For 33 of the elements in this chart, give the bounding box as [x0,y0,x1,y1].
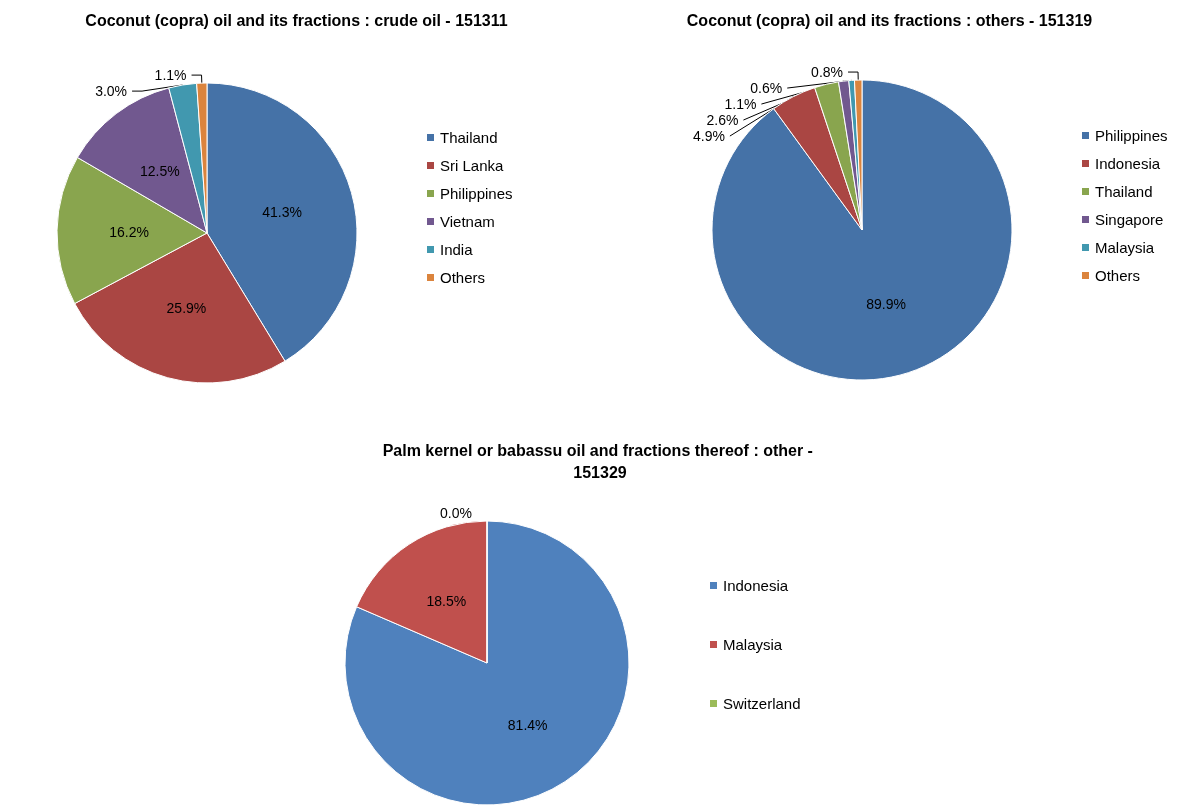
data-label: 81.4% [507,716,548,733]
data-label: 4.9% [692,128,725,145]
data-label: 0.8% [811,64,844,81]
chart-title: Coconut (copra) oil and its fractions : crude oil - 151311 [85,11,508,29]
chart-title: Palm kernel or babassu oil and fractions thereof : other - 151329 [382,441,818,481]
legend-label: Others [440,269,486,286]
data-label: 18.5% [426,593,467,610]
data-label: 41.3% [262,203,302,220]
data-label: 25.9% [166,300,207,317]
data-label: 12.5% [139,162,180,179]
chart-title: Coconut (copra) oil and its fractions : others - 151319 [686,11,1093,29]
legend-label: Malaysia [723,636,783,653]
legend-label: Philippines [1095,127,1168,144]
data-label: 2.6% [706,112,739,129]
legend-label: Switzerland [723,695,801,712]
data-label: 1.1% [724,96,757,113]
legend-label: Thailand [440,129,498,146]
data-label: 3.0% [95,83,128,100]
text: 0.0% [440,505,472,521]
legend-label: Thailand [1095,183,1153,200]
legend-label: Indonesia [723,577,789,594]
legend-label: Others [1095,267,1141,284]
legend-label: India [440,241,474,258]
legend-label: Singapore [1095,211,1164,228]
data-label: 0.6% [750,80,783,97]
legend-label: Indonesia [1095,155,1161,172]
legend-label: Sri Lanka [440,157,505,174]
data-label: 1.1% [154,67,187,84]
data-label: 16.2% [109,223,149,240]
legend-label: Malaysia [1095,239,1155,256]
legend-label: Vietnam [440,213,495,230]
data-label: 89.9% [866,296,906,313]
legend-label: Philippines [440,185,513,202]
